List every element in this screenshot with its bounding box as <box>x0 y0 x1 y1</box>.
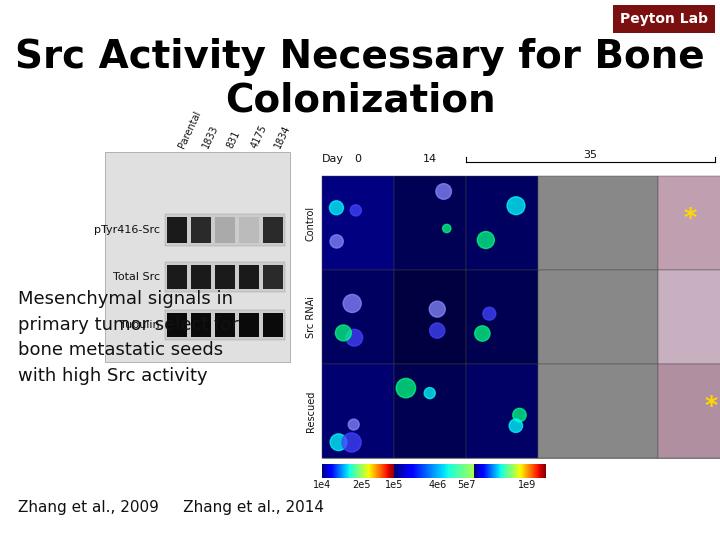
Text: 1834: 1834 <box>273 124 292 150</box>
Circle shape <box>507 197 525 215</box>
Text: 1e4: 1e4 <box>313 480 331 490</box>
Text: 1e9: 1e9 <box>518 480 536 490</box>
Text: 1e5: 1e5 <box>384 480 403 490</box>
Bar <box>239 313 258 337</box>
Text: Mesenchymal signals in
primary tumor select for
bone metastatic seeds
with high : Mesenchymal signals in primary tumor sel… <box>18 290 239 385</box>
Text: 35: 35 <box>583 150 598 160</box>
Text: 831: 831 <box>225 129 242 150</box>
Bar <box>538 270 658 364</box>
Text: Total Src: Total Src <box>113 272 160 282</box>
Circle shape <box>336 325 351 341</box>
Bar <box>394 270 466 364</box>
Circle shape <box>477 232 495 248</box>
Bar <box>167 217 186 243</box>
Text: 1833: 1833 <box>201 124 220 150</box>
Bar <box>165 262 285 292</box>
Bar <box>215 313 235 337</box>
Text: Day: Day <box>322 154 344 164</box>
Bar <box>105 152 290 362</box>
Circle shape <box>443 224 451 233</box>
Bar <box>165 310 285 340</box>
Bar <box>264 313 282 337</box>
Circle shape <box>342 433 361 452</box>
Circle shape <box>396 379 415 398</box>
Bar <box>165 214 285 246</box>
Bar <box>239 265 258 289</box>
Bar <box>322 176 394 270</box>
Bar <box>192 217 211 243</box>
Text: Tubulin: Tubulin <box>120 320 160 330</box>
Circle shape <box>513 408 526 422</box>
Bar <box>322 364 394 458</box>
Text: 4175: 4175 <box>249 123 269 150</box>
Circle shape <box>429 301 445 317</box>
Circle shape <box>330 235 343 248</box>
Text: 5e7: 5e7 <box>456 480 475 490</box>
Bar <box>192 313 211 337</box>
Bar <box>192 265 211 289</box>
Text: Src Activity Necessary for Bone
Colonization: Src Activity Necessary for Bone Coloniza… <box>15 38 705 120</box>
Bar <box>658 176 720 270</box>
Text: Zhang et al., 2009     Zhang et al., 2014: Zhang et al., 2009 Zhang et al., 2014 <box>18 500 324 515</box>
Circle shape <box>474 326 490 341</box>
Text: *: * <box>683 206 697 230</box>
Text: Src RNAi: Src RNAi <box>306 296 316 338</box>
Bar <box>466 270 538 364</box>
Text: *: * <box>705 394 718 418</box>
Circle shape <box>330 201 343 215</box>
Bar <box>167 265 186 289</box>
Circle shape <box>346 329 363 346</box>
Bar <box>167 313 186 337</box>
Bar <box>215 217 235 243</box>
Bar <box>466 364 538 458</box>
Bar <box>538 364 658 458</box>
Circle shape <box>483 307 496 320</box>
Text: 14: 14 <box>423 154 437 164</box>
Text: 0: 0 <box>354 154 361 164</box>
Bar <box>322 270 394 364</box>
Bar <box>264 265 282 289</box>
Bar <box>538 176 658 270</box>
Circle shape <box>348 419 359 430</box>
Text: Peyton Lab: Peyton Lab <box>620 12 708 26</box>
Bar <box>394 364 466 458</box>
Circle shape <box>430 323 445 338</box>
Circle shape <box>509 419 523 433</box>
Bar <box>613 5 715 33</box>
Text: Parental: Parental <box>177 109 203 150</box>
Circle shape <box>436 184 451 199</box>
Text: pTyr416-Src: pTyr416-Src <box>94 225 160 235</box>
Bar <box>394 176 466 270</box>
Text: Control: Control <box>306 205 316 240</box>
Bar <box>466 176 538 270</box>
Bar <box>264 217 282 243</box>
Bar <box>215 265 235 289</box>
Bar <box>658 270 720 364</box>
Text: Rescued: Rescued <box>306 390 316 431</box>
Bar <box>322 176 720 458</box>
Bar <box>239 217 258 243</box>
Circle shape <box>330 434 347 450</box>
Circle shape <box>350 205 361 216</box>
Text: 4e6: 4e6 <box>428 480 446 490</box>
Circle shape <box>343 294 361 313</box>
Bar <box>658 364 720 458</box>
Circle shape <box>424 388 436 399</box>
Text: 2e5: 2e5 <box>352 480 371 490</box>
